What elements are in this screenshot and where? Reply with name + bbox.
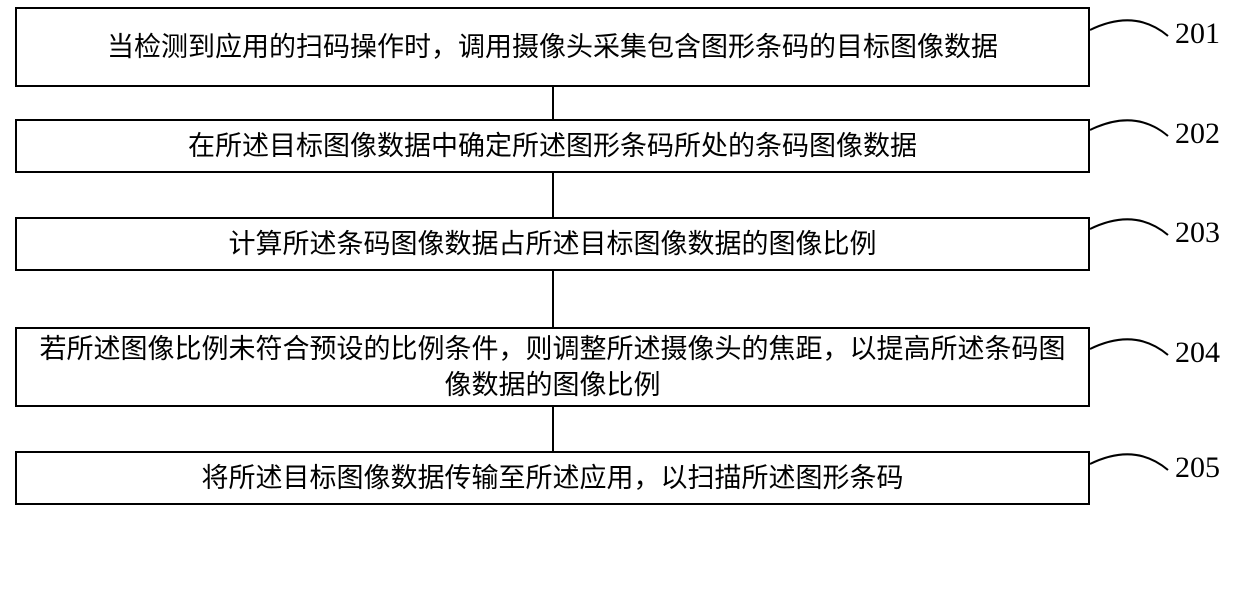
step-label-204: 204	[1175, 336, 1220, 370]
lead-curve-202	[1088, 106, 1172, 144]
lead-curve-204	[1088, 325, 1172, 363]
connector-202-203	[552, 173, 554, 217]
step-box-201: 当检测到应用的扫码操作时，调用摄像头采集包含图形条码的目标图像数据	[15, 7, 1090, 87]
step-box-203: 计算所述条码图像数据占所述目标图像数据的图像比例	[15, 217, 1090, 271]
step-box-202: 在所述目标图像数据中确定所述图形条码所处的条码图像数据	[15, 119, 1090, 173]
connector-204-205	[552, 407, 554, 451]
step-label-205: 205	[1175, 451, 1220, 485]
connector-203-204	[552, 271, 554, 327]
step-text-203: 计算所述条码图像数据占所述目标图像数据的图像比例	[229, 226, 877, 262]
step-text-202: 在所述目标图像数据中确定所述图形条码所处的条码图像数据	[188, 128, 917, 164]
lead-curve-201	[1088, 6, 1172, 44]
lead-curve-203	[1088, 205, 1172, 243]
step-label-203: 203	[1175, 216, 1220, 250]
step-text-205: 将所述目标图像数据传输至所述应用，以扫描所述图形条码	[202, 460, 904, 496]
flowchart-diagram: 当检测到应用的扫码操作时，调用摄像头采集包含图形条码的目标图像数据 201 在所…	[0, 0, 1240, 613]
step-label-201: 201	[1175, 17, 1220, 51]
connector-201-202	[552, 87, 554, 119]
step-text-204: 若所述图像比例未符合预设的比例条件，则调整所述摄像头的焦距，以提高所述条码图像数…	[31, 331, 1074, 404]
step-label-202: 202	[1175, 117, 1220, 151]
step-text-201: 当检测到应用的扫码操作时，调用摄像头采集包含图形条码的目标图像数据	[107, 29, 998, 65]
step-box-204: 若所述图像比例未符合预设的比例条件，则调整所述摄像头的焦距，以提高所述条码图像数…	[15, 327, 1090, 407]
lead-curve-205	[1088, 440, 1172, 478]
step-box-205: 将所述目标图像数据传输至所述应用，以扫描所述图形条码	[15, 451, 1090, 505]
